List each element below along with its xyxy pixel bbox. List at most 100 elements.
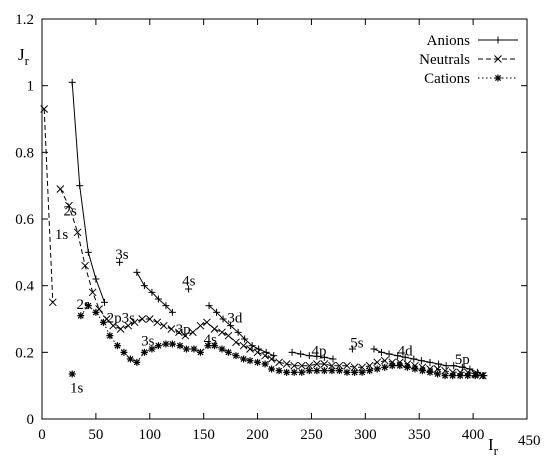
axis-ticks: 0 50 100 150 200 250 300 350 400 450 0 0.2 0.4 0.6 0.8… xyxy=(15,12,540,449)
data-point-neutrals xyxy=(290,361,299,370)
x-tick-label: 450 xyxy=(518,433,541,449)
data-point-cations xyxy=(381,363,389,371)
y-tick-label: 0.8 xyxy=(15,145,34,161)
data-point-cations xyxy=(320,367,328,375)
data-point-neutrals xyxy=(224,331,233,340)
data-point-cations xyxy=(358,368,366,376)
data-point-neutrals xyxy=(81,261,89,270)
x-axis-label: Ir xyxy=(488,435,499,456)
annotation-label: 1s xyxy=(70,380,84,396)
series-layer xyxy=(40,78,488,380)
x-tick-label: 250 xyxy=(300,427,323,443)
y-axis-label: Jr xyxy=(18,45,30,68)
data-point-neutrals xyxy=(380,356,389,365)
data-point-anions xyxy=(248,342,256,350)
data-point-anions xyxy=(84,248,92,256)
data-point-neutrals xyxy=(282,360,291,368)
data-point-neutrals xyxy=(88,288,97,297)
data-point-anions xyxy=(219,315,227,323)
data-point-cations xyxy=(434,370,442,378)
data-point-anions xyxy=(162,302,170,310)
data-point-cations xyxy=(210,342,218,350)
data-point-neutrals xyxy=(167,325,176,333)
annotations: 2s 1s 3s 4s 2s 2p3s 3d 3p 3s 4s 4p 5s 4d 5p 1s xyxy=(55,204,470,397)
series-line-neutrals xyxy=(59,188,483,377)
data-point-cations xyxy=(373,365,381,373)
data-point-cations xyxy=(168,340,176,348)
data-point-anions xyxy=(442,362,450,370)
legend-marker-neutrals xyxy=(494,55,502,63)
data-point-anions xyxy=(116,258,124,266)
data-point-neutrals xyxy=(175,328,183,337)
data-point-cations xyxy=(113,342,121,350)
data-point-neutrals xyxy=(48,298,57,307)
data-point-anions xyxy=(417,357,425,365)
data-point-cations xyxy=(204,342,212,350)
series-anions xyxy=(68,78,488,380)
data-point-cations xyxy=(305,367,313,375)
x-tick-label: 200 xyxy=(246,427,269,443)
annotation-label: 2s xyxy=(76,297,90,313)
legend-marker-anions xyxy=(494,36,502,44)
series-line-anions xyxy=(136,272,173,313)
y-tick-label: 1 xyxy=(27,79,35,95)
data-point-cations xyxy=(471,372,479,380)
data-point-neutrals xyxy=(153,318,162,327)
data-point-cations xyxy=(275,367,283,375)
annotation-label: 4p xyxy=(311,344,326,360)
data-point-cations xyxy=(162,340,170,348)
annotation-label: 5p xyxy=(455,352,470,368)
data-point-anions xyxy=(133,268,141,276)
data-point-anions xyxy=(205,302,213,310)
series-cations xyxy=(68,302,487,380)
data-point-cations xyxy=(298,368,306,376)
legend-label-anions: Anions xyxy=(427,33,471,49)
data-point-anions xyxy=(435,360,443,368)
data-point-anions xyxy=(148,288,156,296)
data-point-neutrals xyxy=(65,201,73,210)
data-point-neutrals xyxy=(267,355,276,363)
data-point-cations xyxy=(290,368,298,376)
data-point-cations xyxy=(328,367,336,375)
data-point-anions xyxy=(140,282,148,290)
data-point-cations xyxy=(99,318,107,326)
data-point-cations xyxy=(190,345,198,353)
annotation-label: 3p xyxy=(176,322,191,338)
data-point-neutrals xyxy=(246,345,254,353)
data-point-anions xyxy=(101,298,109,306)
x-tick-label: 0 xyxy=(38,427,46,443)
data-point-neutrals xyxy=(56,185,65,193)
data-point-anions xyxy=(466,365,474,373)
data-point-neutrals xyxy=(181,331,190,340)
data-point-cations xyxy=(441,372,449,380)
data-point-anions xyxy=(329,355,337,363)
data-point-neutrals xyxy=(40,105,49,113)
data-point-anions xyxy=(154,295,162,303)
legend-marker-cations xyxy=(494,74,502,82)
data-point-anions xyxy=(305,352,313,360)
y-tick-label: 0.4 xyxy=(15,279,34,295)
data-point-anions xyxy=(227,322,235,330)
data-point-anions xyxy=(348,345,356,353)
data-point-cations xyxy=(351,368,359,376)
data-point-cations xyxy=(176,342,184,350)
annotation-label: 1s xyxy=(55,227,69,243)
data-point-neutrals xyxy=(159,321,168,330)
data-point-neutrals xyxy=(253,348,262,357)
annotation-label: 2s xyxy=(64,204,78,220)
data-point-cations xyxy=(120,348,128,356)
data-point-anions xyxy=(370,345,378,353)
data-point-anions xyxy=(185,285,193,293)
x-tick-label: 300 xyxy=(354,427,377,443)
annotation-label: 3s xyxy=(141,334,155,350)
legend-label-cations: Cations xyxy=(424,71,470,87)
data-point-cations xyxy=(456,372,464,380)
annotation-label: 2p3s xyxy=(107,310,135,326)
data-point-neutrals xyxy=(343,361,351,370)
data-point-anions xyxy=(297,350,305,358)
x-tick-label: 50 xyxy=(88,427,103,443)
data-point-cations xyxy=(396,362,404,370)
data-point-cations xyxy=(106,332,114,340)
data-point-anions xyxy=(76,182,84,190)
data-point-cations xyxy=(411,365,419,373)
